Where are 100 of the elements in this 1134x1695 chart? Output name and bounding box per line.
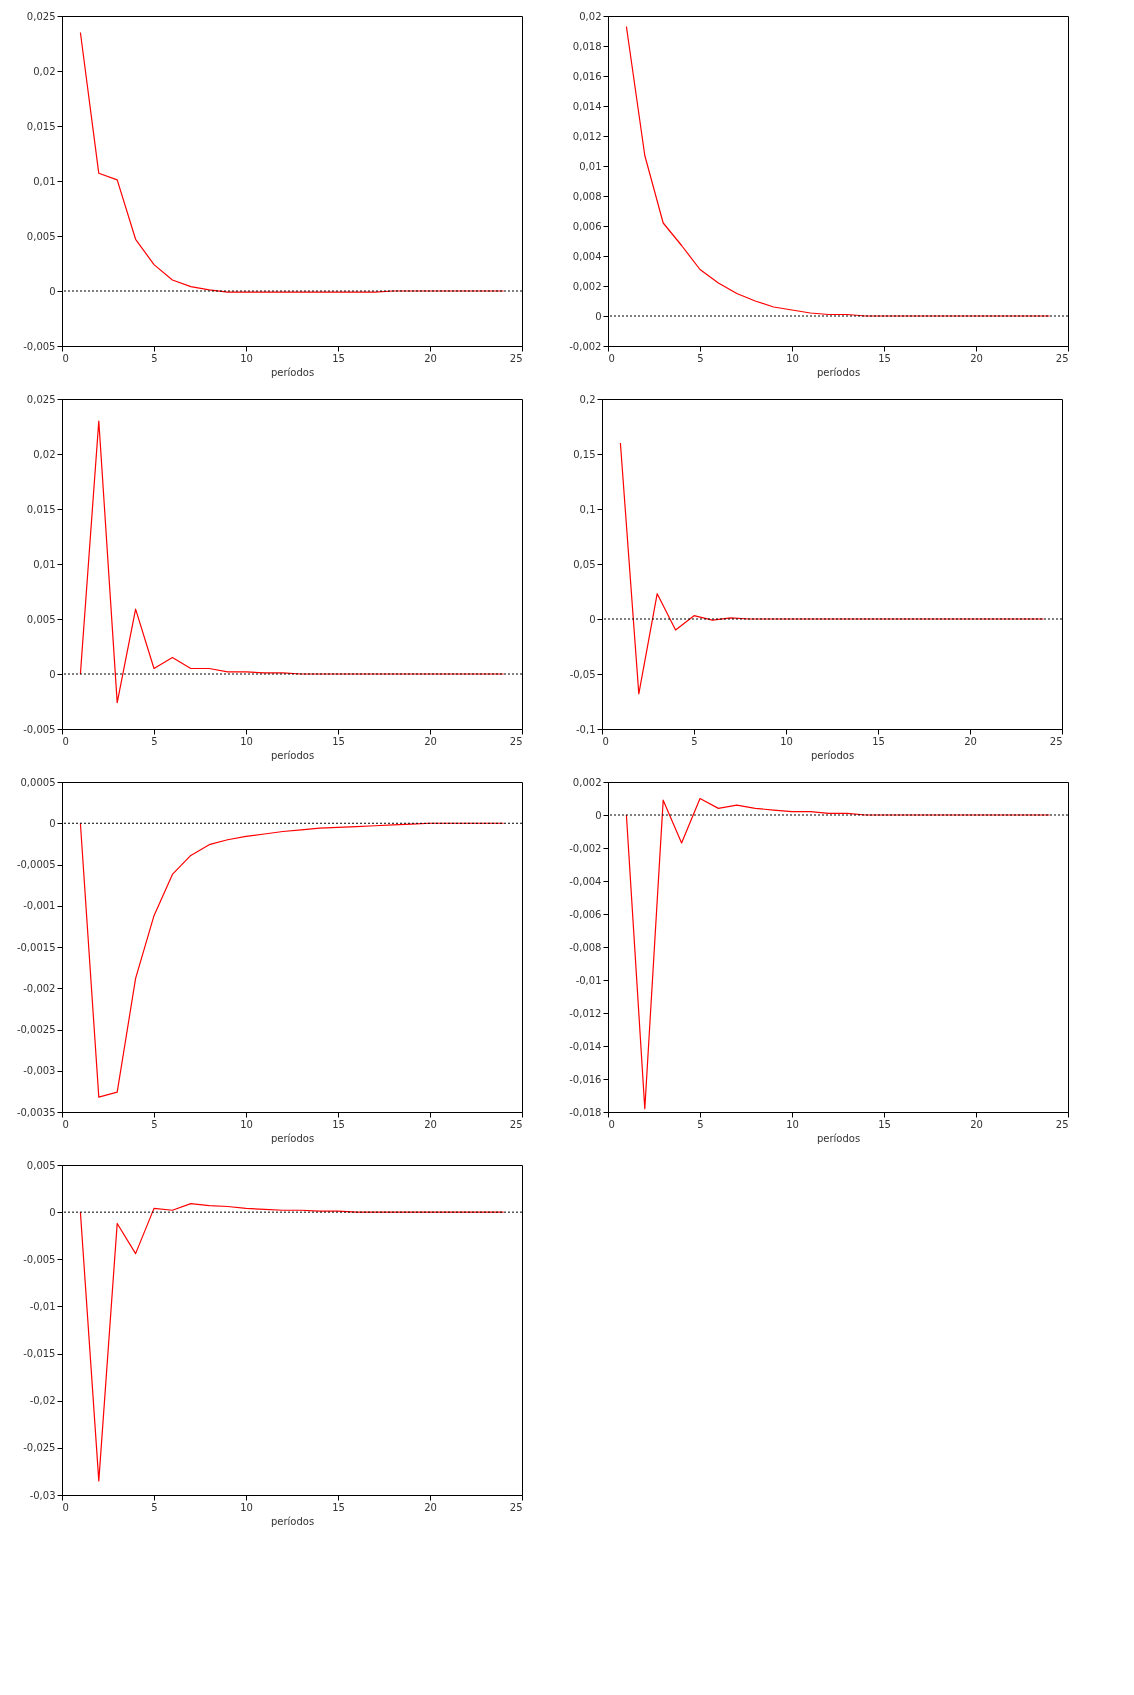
x-tick-label: 20 [424,1501,437,1513]
x-tick-label: 5 [151,1501,158,1513]
x-tick-label: 0 [62,1118,69,1130]
x-tick-label: 25 [1049,735,1063,747]
x-tick-label: 5 [697,352,704,364]
x-axis-title: períodos [810,749,855,761]
y-tick-label: -0,002 [569,340,602,352]
x-tick-label: 15 [878,352,891,364]
x-tick-label: 25 [1055,352,1069,364]
y-tick-label: -0,005 [23,340,56,352]
x-tick-label: 20 [970,352,983,364]
x-tick-label: 5 [151,1118,158,1130]
y-tick-label: 0,015 [26,503,56,515]
y-tick-label: -0,003 [23,1065,56,1077]
x-tick-label: 5 [697,1118,704,1130]
x-tick-label: 5 [691,735,698,747]
x-tick-label: 5 [151,352,158,364]
y-tick-label: 0,002 [572,776,602,788]
y-tick-label: 0,025 [26,393,56,405]
x-tick-label: 5 [151,735,158,747]
y-tick-label: -0,006 [569,908,602,920]
x-tick-label: 15 [878,1118,891,1130]
y-tick-label: -0,0035 [16,1106,56,1118]
x-tick-label: 0 [608,352,615,364]
y-tick-label: -0,002 [569,842,602,854]
x-tick-label: 0 [62,735,69,747]
y-tick-label: 0 [49,817,56,829]
x-tick-label: 10 [240,1118,253,1130]
y-tick-label: -0,014 [569,1040,602,1052]
y-tick-label: 0,018 [572,40,602,52]
y-tick-label: 0,02 [33,65,56,77]
y-tick-label: -0,001 [23,900,56,912]
x-axis-title: períodos [270,1132,315,1144]
y-tick-label: -0,016 [569,1073,602,1085]
x-tick-label: 15 [872,735,885,747]
x-tick-label: 20 [964,735,977,747]
y-tick-label: 0 [595,310,602,322]
y-tick-label: -0,015 [23,1348,56,1360]
y-tick-label: -0,005 [23,723,56,735]
x-tick-label: 0 [62,1501,69,1513]
x-tick-label: 25 [509,352,523,364]
x-tick-label: 20 [424,352,437,364]
x-tick-label: 10 [240,1501,253,1513]
y-tick-label: -0,0015 [16,941,56,953]
y-tick-label: 0,2 [579,393,596,405]
x-tick-label: 10 [780,735,793,747]
x-axis-title: períodos [270,1515,315,1527]
y-tick-label: -0,02 [29,1395,56,1407]
y-tick-label: -0,012 [569,1007,602,1019]
y-tick-label: -0,05 [569,668,596,680]
y-tick-label: 0,01 [579,160,602,172]
y-tick-label: 0 [589,613,596,625]
y-tick-label: 0,008 [572,190,602,202]
y-tick-label: 0,01 [33,175,56,187]
y-tick-label: 0,15 [573,448,596,460]
x-tick-label: 20 [970,1118,983,1130]
y-tick-label: 0,005 [26,230,56,242]
y-tick-label: 0,1 [579,503,596,515]
x-tick-label: 25 [509,1118,523,1130]
x-tick-label: 15 [332,735,345,747]
y-tick-label: 0,01 [33,558,56,570]
y-tick-label: -0,004 [569,875,602,887]
y-tick-label: 0,006 [572,220,602,232]
y-tick-label: -0,018 [569,1106,602,1118]
x-tick-label: 0 [608,1118,615,1130]
x-axis-title: períodos [816,1132,861,1144]
x-tick-label: 15 [332,1118,345,1130]
y-tick-label: 0,025 [26,10,56,22]
x-tick-label: 0 [62,352,69,364]
y-tick-label: -0,005 [23,1253,56,1265]
y-tick-label: -0,01 [575,974,602,986]
y-tick-label: -0,1 [575,723,596,735]
y-tick-label: 0,02 [579,10,602,22]
y-tick-label: 0 [595,809,602,821]
y-tick-label: 0,014 [572,100,602,112]
x-tick-label: 20 [424,735,437,747]
y-tick-label: -0,0005 [16,859,56,870]
y-tick-label: 0,02 [33,448,56,460]
y-tick-label: 0 [49,285,56,297]
y-tick-label: 0,004 [572,250,602,262]
y-tick-label: 0,0005 [20,776,56,788]
y-tick-label: -0,01 [29,1300,56,1312]
y-tick-label: 0,005 [26,613,56,625]
x-tick-label: 10 [240,352,253,364]
x-tick-label: 10 [240,735,253,747]
x-tick-label: 15 [332,1501,345,1513]
y-tick-label: -0,025 [23,1442,56,1454]
x-tick-label: 25 [1055,1118,1069,1130]
x-axis-title: períodos [270,749,315,761]
x-axis-title: períodos [816,366,861,378]
y-tick-label: -0,03 [29,1489,56,1501]
x-tick-label: 10 [786,352,799,364]
y-tick-label: -0,002 [23,982,56,994]
x-tick-label: 20 [424,1118,437,1130]
y-tick-label: 0 [49,668,56,680]
y-tick-label: 0,002 [572,280,602,292]
y-tick-label: 0,005 [26,1159,56,1171]
y-tick-label: -0,008 [569,941,602,953]
y-tick-label: 0 [49,1206,56,1218]
y-tick-label: 0,05 [573,558,596,570]
